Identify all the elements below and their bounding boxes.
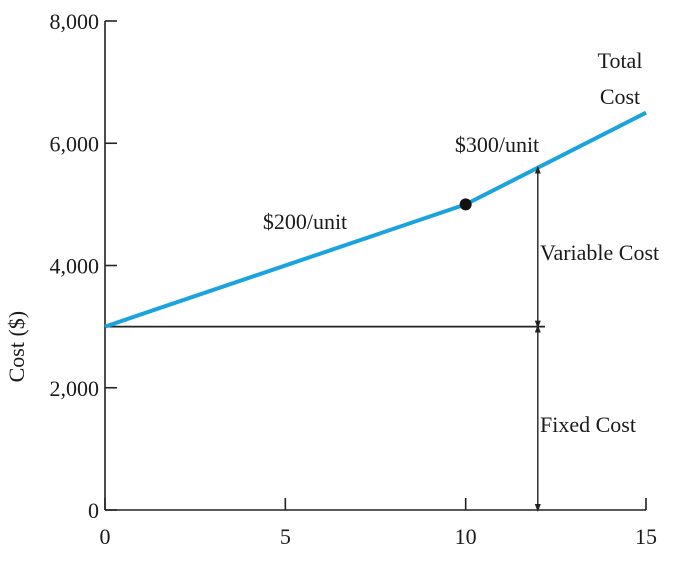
y-tick-label: 4,000 [50,254,100,279]
x-tick-label: 0 [100,524,111,549]
total-cost-label-line1: Total [598,48,643,73]
x-tick-label: 5 [280,524,291,549]
total-cost-line [104,110,647,329]
rate-200-label: $200/unit [263,209,347,234]
y-tick-label: 6,000 [50,131,100,156]
breakpoint-marker [459,198,472,211]
x-ticks: 0 5 10 15 [100,498,657,549]
x-tick-label: 15 [635,524,657,549]
rate-300-label: $300/unit [455,132,539,157]
series-layer [104,110,647,329]
y-ticks: 0 2,000 4,000 6,000 8,000 [50,9,117,523]
total-cost-label-line2: Cost [600,84,640,109]
y-tick-label: 2,000 [50,376,100,401]
x-tick-label: 10 [455,524,477,549]
y-axis-title: Cost ($) [4,311,29,383]
y-tick-label: 8,000 [50,9,100,34]
y-tick-label: 0 [88,498,99,523]
variable-cost-label: Variable Cost [540,240,659,265]
fixed-cost-label: Fixed Cost [540,412,636,437]
